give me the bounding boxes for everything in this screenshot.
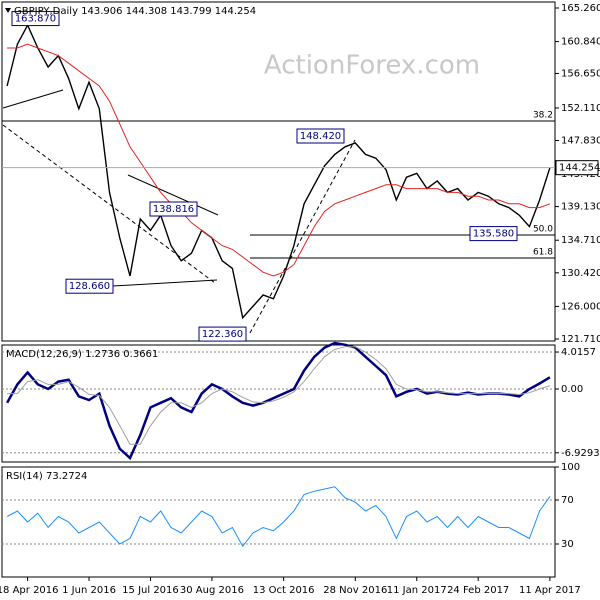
x-tick-label: 28 Nov 2016	[323, 585, 387, 596]
fib-label: 38.2	[533, 111, 553, 121]
annotation-label: 148.420	[300, 131, 341, 142]
y-tick-label: 4.0157	[561, 347, 596, 358]
title-marker	[5, 8, 11, 13]
series-line	[6, 23, 551, 320]
last-price-label: 144.254	[559, 163, 600, 174]
x-tick-label: 30 Aug 2016	[180, 585, 244, 596]
y-tick-label: 100	[561, 462, 580, 473]
y-tick-label: 30	[561, 539, 574, 550]
trend-line	[249, 139, 356, 334]
annotation-label: 163.870	[15, 14, 56, 25]
annotation-box	[11, 11, 60, 27]
y-tick-label: 147.830	[561, 135, 600, 146]
series-line	[7, 346, 551, 445]
y-tick-label: 139.130	[561, 202, 600, 213]
y-tick-label: 70	[561, 495, 574, 506]
panel-title: GBPJPY,Daily 143.906 144.308 143.799 144…	[14, 6, 256, 17]
y-tick-label: 160.840	[561, 37, 600, 48]
series-line	[6, 341, 551, 461]
trend-line	[127, 174, 219, 216]
annotation-label: 135.580	[473, 229, 514, 240]
y-tick-label: 126.000	[561, 301, 600, 312]
annotation-box	[65, 278, 114, 294]
y-tick-label: 156.650	[561, 68, 600, 79]
annotation-box	[198, 326, 247, 342]
series-line	[6, 486, 551, 548]
trend-line	[2, 124, 216, 284]
annotation-label: 138.816	[153, 204, 194, 215]
x-tick-label: 1 Jun 2016	[62, 585, 116, 596]
y-tick-label: -6.9293	[561, 448, 600, 459]
x-tick-label: 11 Jan 2017	[387, 585, 447, 596]
annotation-label: 122.360	[202, 329, 243, 340]
series-line	[7, 43, 551, 277]
watermark: ActionForex.com	[264, 51, 480, 81]
trend-line	[2, 89, 64, 109]
y-tick-label: 152.110	[561, 103, 600, 114]
annotation-box	[296, 128, 345, 144]
y-tick-label: 165.260	[561, 3, 600, 14]
panel-frame	[1, 466, 556, 578]
trend-line	[112, 279, 218, 287]
annotation-label: 128.660	[69, 281, 110, 292]
y-tick-label: 134.710	[561, 235, 600, 246]
y-tick-label: 121.710	[561, 334, 600, 345]
last-price-box	[555, 160, 599, 176]
y-tick-label: 130.420	[561, 268, 600, 279]
panel-frame	[1, 1, 556, 342]
panel-frame	[1, 344, 556, 463]
x-tick-label: 13 Oct 2016	[253, 585, 315, 596]
x-tick-label: 11 Apr 2017	[519, 585, 581, 596]
fib-label: 50.0	[533, 225, 553, 235]
x-tick-label: 15 Jul 2016	[122, 585, 179, 596]
x-tick-label: 18 Apr 2016	[0, 585, 59, 596]
y-tick-label: 0.00	[561, 384, 583, 395]
panel-title: RSI(14) 73.2724	[6, 471, 87, 482]
annotation-box	[149, 201, 198, 217]
panel-title: MACD(12,26,9) 1.2736 0.3661	[6, 349, 158, 360]
annotation-box	[469, 226, 518, 242]
x-tick-label: 24 Feb 2017	[447, 585, 509, 596]
fib-label: 61.8	[533, 247, 553, 257]
